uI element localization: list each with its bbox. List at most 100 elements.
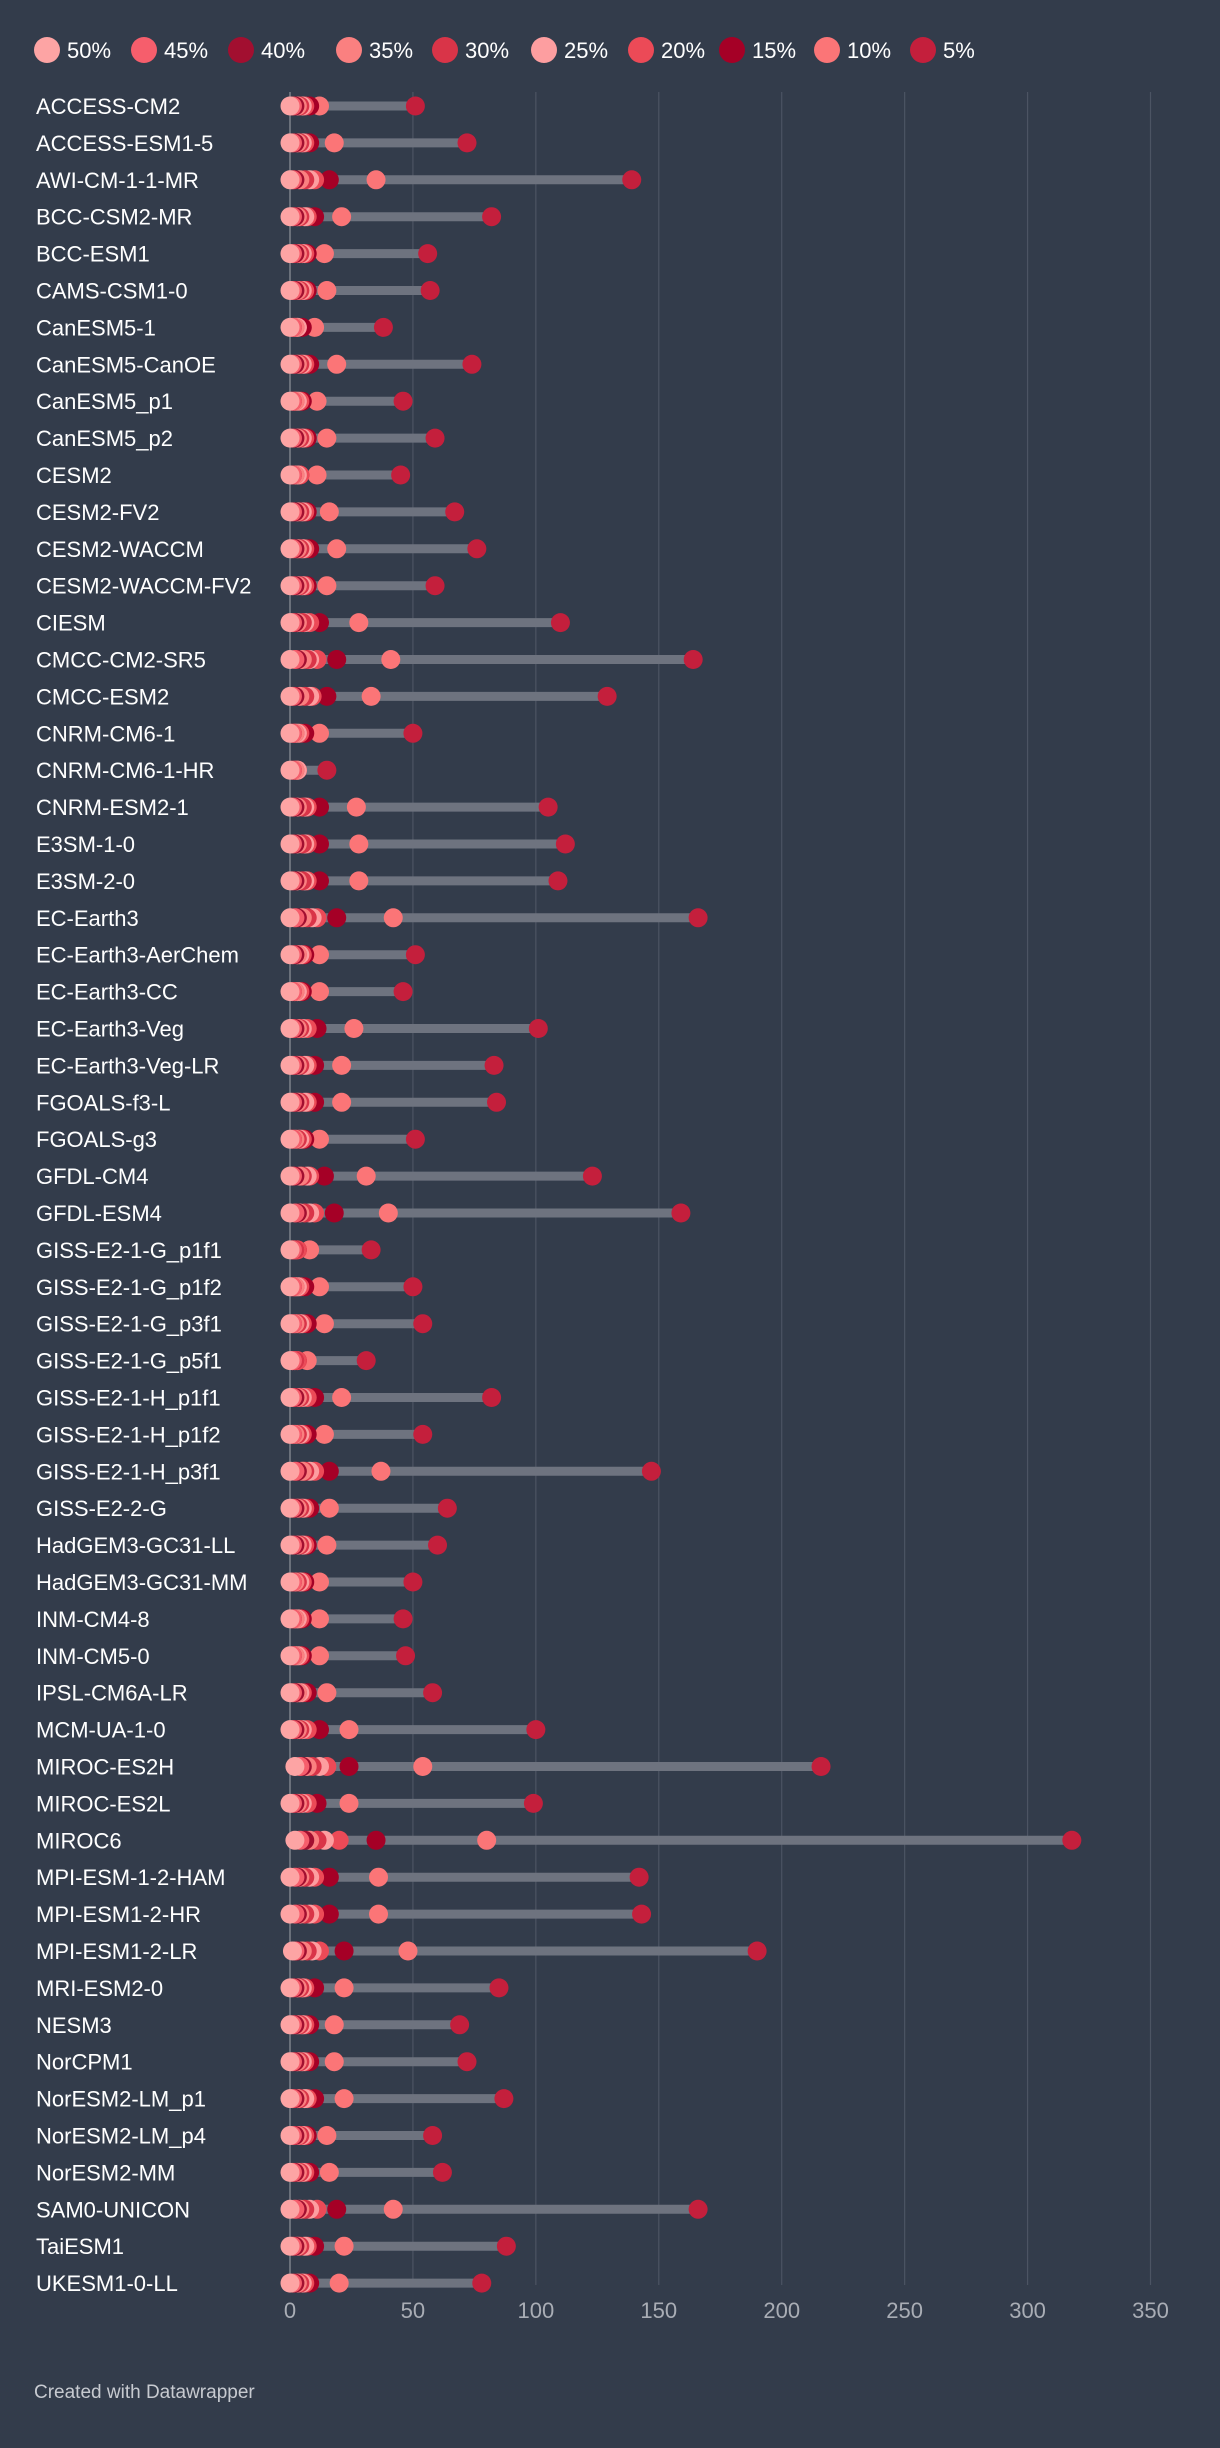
data-point — [310, 982, 330, 1002]
data-point — [280, 1203, 300, 1223]
x-tick-label: 200 — [763, 2298, 800, 2323]
data-point — [327, 650, 347, 669]
data-point — [356, 1166, 376, 1186]
row-label: IPSL-CM6A-LR — [36, 1681, 188, 1706]
data-point — [280, 2236, 300, 2256]
data-point — [332, 1055, 352, 1075]
data-point — [317, 686, 337, 706]
data-point — [280, 1019, 300, 1038]
row-label: HadGEM3-GC31-LL — [36, 1533, 235, 1558]
data-point — [282, 1941, 302, 1961]
data-point — [332, 1092, 352, 1112]
row-label: CNRM-CM6-1 — [36, 721, 175, 746]
chart-row: BCC-ESM1 — [36, 242, 438, 267]
data-point — [280, 244, 300, 264]
data-point — [383, 908, 403, 928]
data-point — [334, 1941, 354, 1961]
data-point — [327, 908, 347, 928]
data-point — [373, 317, 393, 337]
data-point — [280, 2015, 300, 2035]
chart-row: UKESM1-0-LL — [36, 2271, 492, 2296]
chart-row: CanESM5-CanOE — [36, 352, 482, 377]
data-point — [597, 686, 617, 706]
data-point — [285, 1830, 305, 1850]
data-point — [632, 1904, 652, 1924]
data-point — [310, 1646, 330, 1666]
row-label: BCC-ESM1 — [36, 242, 150, 267]
chart-row: GISS-E2-1-G_p1f2 — [36, 1275, 423, 1300]
data-point — [391, 465, 411, 485]
chart-row: GISS-E2-1-G_p5f1 — [36, 1349, 376, 1374]
data-point — [484, 1055, 504, 1075]
chart-row: MPI-ESM-1-2-HAM — [36, 1865, 649, 1890]
row-label: ACCESS-CM2 — [36, 94, 180, 119]
data-point — [280, 428, 300, 448]
data-point — [280, 834, 300, 854]
row-label: NorESM2-MM — [36, 2160, 175, 2185]
data-point — [423, 1683, 443, 1703]
chart-row: CNRM-CM6-1 — [36, 721, 423, 746]
data-point — [280, 539, 300, 559]
chart-rows: ACCESS-CM2 ACCESS-ESM1-5 AWI-CM-1-1-MR BCC-… — [36, 94, 1082, 2296]
data-point — [457, 2052, 477, 2072]
data-point — [310, 1129, 330, 1149]
chart-row: MCM-UA-1-0 — [36, 1718, 546, 1743]
row-label: CESM2 — [36, 463, 112, 488]
data-point — [280, 354, 300, 374]
data-point — [280, 1277, 300, 1297]
data-point — [280, 2126, 300, 2145]
data-point — [403, 1572, 423, 1592]
chart-row: HadGEM3-GC31-MM — [36, 1570, 423, 1595]
data-point — [280, 96, 300, 116]
data-point — [413, 1424, 433, 1444]
legend-swatch — [719, 37, 745, 63]
data-point — [317, 281, 337, 300]
row-label: CNRM-CM6-1-HR — [36, 758, 214, 783]
chart-row: GISS-E2-1-H_p1f2 — [36, 1422, 433, 1447]
data-point — [548, 871, 568, 891]
row-label: CESM2-WACCM-FV2 — [36, 574, 252, 599]
row-label: GISS-E2-1-G_p1f1 — [36, 1238, 222, 1263]
data-point — [280, 723, 300, 743]
data-point — [344, 1019, 364, 1038]
chart-row: CESM2 — [36, 463, 411, 488]
data-point — [420, 281, 440, 300]
chart-row: IPSL-CM6A-LR — [36, 1681, 443, 1706]
data-point — [403, 723, 423, 743]
data-point — [310, 1572, 330, 1592]
data-point — [319, 502, 339, 522]
row-label: GFDL-ESM4 — [36, 1201, 162, 1226]
row-label: E3SM-2-0 — [36, 869, 135, 894]
data-point — [450, 2015, 470, 2035]
data-point — [324, 1203, 344, 1223]
data-point — [280, 133, 300, 153]
data-point — [319, 1904, 339, 1924]
data-point — [280, 2052, 300, 2072]
data-point — [319, 1461, 339, 1481]
row-label: TaiESM1 — [36, 2234, 124, 2259]
data-point — [319, 2162, 339, 2182]
data-point — [280, 1424, 300, 1444]
row-label: CMCC-ESM2 — [36, 684, 169, 709]
chart-row: NorCPM1 — [36, 2050, 477, 2075]
row-label: EC-Earth3-AerChem — [36, 943, 239, 968]
row-label: MIROC-ES2L — [36, 1791, 170, 1816]
chart-row: NorESM2-MM — [36, 2160, 452, 2185]
data-point — [361, 686, 381, 706]
data-point — [332, 1388, 352, 1407]
chart-row: CanESM5-1 — [36, 315, 393, 340]
data-point — [425, 576, 445, 596]
row-label: CanESM5-CanOE — [36, 352, 216, 377]
row-label: CNRM-ESM2-1 — [36, 795, 189, 820]
chart-row: MIROC-ES2L — [36, 1791, 543, 1816]
chart-row: GISS-E2-1-G_p1f1 — [36, 1238, 381, 1263]
chart-row: HadGEM3-GC31-LL — [36, 1533, 448, 1558]
data-point — [280, 2273, 300, 2293]
row-label: GISS-E2-1-H_p1f1 — [36, 1386, 221, 1411]
legend-item: 15% — [719, 37, 796, 63]
data-point — [747, 1941, 767, 1961]
data-point — [280, 170, 300, 190]
data-point — [319, 1498, 339, 1518]
data-point — [280, 1240, 300, 1260]
